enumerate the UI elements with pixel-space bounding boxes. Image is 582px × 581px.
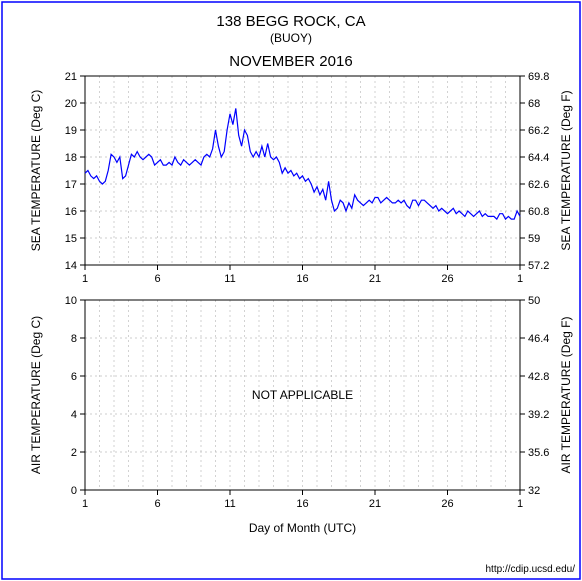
chart-svg: 138 BEGG ROCK, CA(BUOY)NOVEMBER 20161611… bbox=[0, 0, 582, 581]
chart-frame: 138 BEGG ROCK, CA(BUOY)NOVEMBER 20161611… bbox=[0, 0, 582, 581]
y-left-tick-label: 19 bbox=[65, 125, 77, 137]
x-tick-label: 11 bbox=[224, 273, 235, 285]
y-right-label: SEA TEMPERATURE (Deg F) bbox=[559, 90, 573, 250]
y-left-tick-label: 21 bbox=[65, 71, 77, 83]
y-right-tick-label: 39.2 bbox=[528, 409, 549, 421]
y-right-tick-label: 42.8 bbox=[528, 371, 549, 383]
x-tick-label: 26 bbox=[441, 498, 453, 510]
x-tick-label: 16 bbox=[296, 273, 308, 285]
y-right-tick-label: 68 bbox=[528, 98, 540, 110]
x-tick-label: 1 bbox=[517, 498, 523, 510]
y-right-tick-label: 66.2 bbox=[528, 125, 549, 137]
y-left-tick-label: 18 bbox=[65, 152, 77, 164]
overlay-text: NOT APPLICABLE bbox=[252, 388, 353, 402]
y-left-tick-label: 6 bbox=[71, 371, 77, 383]
x-tick-label: 1 bbox=[517, 273, 523, 285]
footer-url: http://cdip.ucsd.edu/ bbox=[485, 564, 575, 575]
y-right-tick-label: 35.6 bbox=[528, 447, 549, 459]
outer-border bbox=[2, 2, 580, 579]
y-right-tick-label: 32 bbox=[528, 485, 540, 497]
y-left-tick-label: 15 bbox=[65, 233, 77, 245]
y-left-tick-label: 0 bbox=[71, 485, 77, 497]
y-right-tick-label: 64.4 bbox=[528, 152, 549, 164]
y-left-tick-label: 14 bbox=[65, 260, 77, 272]
title-main: 138 BEGG ROCK, CA bbox=[216, 13, 365, 30]
x-tick-label: 1 bbox=[82, 498, 88, 510]
y-right-tick-label: 59 bbox=[528, 233, 540, 245]
y-left-tick-label: 16 bbox=[65, 206, 77, 218]
y-right-tick-label: 69.8 bbox=[528, 71, 549, 83]
x-tick-label: 6 bbox=[154, 273, 160, 285]
x-tick-label: 21 bbox=[369, 273, 381, 285]
y-left-tick-label: 4 bbox=[71, 409, 77, 421]
x-tick-label: 26 bbox=[441, 273, 453, 285]
y-left-tick-label: 10 bbox=[65, 295, 77, 307]
x-axis-label: Day of Month (UTC) bbox=[249, 521, 356, 535]
y-left-tick-label: 2 bbox=[71, 447, 77, 459]
x-tick-label: 11 bbox=[224, 498, 235, 510]
x-tick-label: 21 bbox=[369, 498, 381, 510]
y-left-tick-label: 20 bbox=[65, 98, 77, 110]
title-period: NOVEMBER 2016 bbox=[229, 53, 352, 70]
x-tick-label: 6 bbox=[154, 498, 160, 510]
y-right-tick-label: 50 bbox=[528, 295, 540, 307]
y-right-tick-label: 57.2 bbox=[528, 260, 549, 272]
y-left-label: SEA TEMPERATURE (Deg C) bbox=[29, 90, 43, 252]
title-sub: (BUOY) bbox=[270, 31, 312, 45]
y-right-tick-label: 60.8 bbox=[528, 206, 549, 218]
y-left-tick-label: 8 bbox=[71, 333, 77, 345]
y-right-tick-label: 62.6 bbox=[528, 179, 549, 191]
y-left-label: AIR TEMPERATURE (Deg C) bbox=[29, 316, 43, 474]
x-tick-label: 1 bbox=[82, 273, 88, 285]
y-right-label: AIR TEMPERATURE (Deg F) bbox=[559, 317, 573, 474]
y-left-tick-label: 17 bbox=[65, 179, 77, 191]
x-tick-label: 16 bbox=[296, 498, 308, 510]
y-right-tick-label: 46.4 bbox=[528, 333, 549, 345]
